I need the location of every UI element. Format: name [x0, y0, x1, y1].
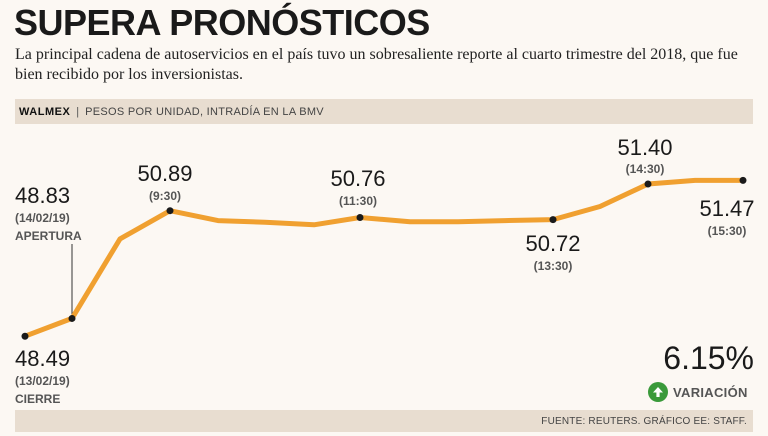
data-label-value: 50.89: [137, 161, 192, 186]
data-point-marker: [739, 176, 747, 184]
chart-subtitle: La principal cadena de autoservicios en …: [15, 46, 738, 83]
chart-title: SUPERA PRONÓSTICOS: [14, 2, 430, 43]
data-label-value: 51.47: [699, 196, 754, 221]
data-label-time: (13:30): [534, 259, 573, 273]
data-label-value: 48.83: [15, 183, 70, 208]
data-point-marker: [166, 207, 174, 215]
data-label-tag: APERTURA: [15, 229, 82, 243]
data-label-time: (14:30): [626, 162, 665, 176]
data-label-value: 48.49: [15, 346, 70, 371]
data-label-time: (9:30): [149, 189, 181, 203]
source-footer: FUENTE: REUTERS. GRÁFICO EE: STAFF.: [15, 410, 753, 432]
arrow-up-circle-icon: [648, 382, 668, 402]
ticker-description: PESOS POR UNIDAD, INTRADÍA EN LA BMV: [85, 105, 324, 118]
data-label-time: (11:30): [339, 194, 377, 208]
data-point-marker: [549, 216, 557, 224]
ticker-separator: |: [76, 105, 80, 118]
ticker-label: WALMEX: [19, 105, 71, 118]
data-label-time: (14/02/19): [15, 211, 70, 225]
variation-value: 6.15%: [663, 340, 754, 376]
data-point-marker: [68, 314, 76, 322]
data-label-value: 50.76: [330, 166, 385, 191]
data-label-value: 50.72: [525, 231, 580, 256]
data-point-marker: [21, 332, 29, 340]
data-label-value: 51.40: [617, 135, 672, 160]
series-line: [22, 177, 746, 339]
ticker-bar: WALMEX | PESOS POR UNIDAD, INTRADÍA EN L…: [15, 99, 753, 124]
data-label-time: (15:30): [708, 224, 747, 238]
variation-row: VARIACIÓN: [648, 382, 748, 402]
data-point-marker: [644, 180, 652, 188]
data-label-time: (13/02/19): [15, 374, 70, 388]
data-label-tag: CIERRE: [15, 392, 60, 406]
variation-label: VARIACIÓN: [673, 384, 748, 400]
source-text: FUENTE: REUTERS. GRÁFICO EE: STAFF.: [541, 415, 747, 427]
data-point-marker: [356, 213, 364, 221]
